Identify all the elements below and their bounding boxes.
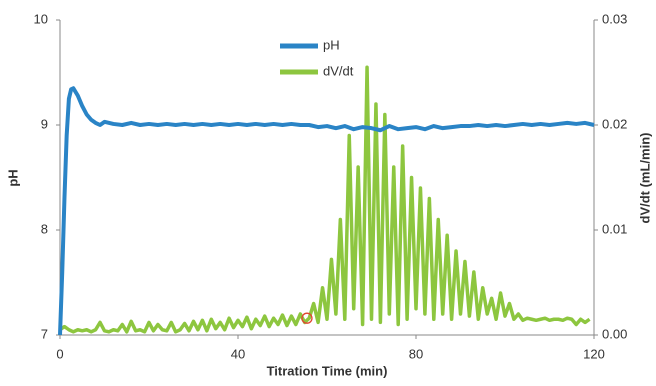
y2-tick-label: 0.00 [602, 326, 627, 341]
series-line [58, 86, 595, 336]
highlight-point [301, 312, 313, 324]
y-tick-label: 8 [41, 221, 48, 236]
x-axis-title: Titration Time (min) [267, 363, 388, 378]
y2-tick-label: 0.02 [602, 116, 627, 131]
series-line [58, 65, 591, 334]
x-tick-label: 0 [56, 346, 63, 361]
x-tick-label: 120 [583, 346, 605, 361]
legend-label: pH [323, 37, 340, 52]
y-tick-label: 7 [41, 326, 48, 341]
y2-tick-label: 0.01 [602, 221, 627, 236]
y2-tick-label: 0.03 [602, 11, 627, 26]
y-tick-label: 9 [41, 116, 48, 131]
x-tick-label: 40 [231, 346, 245, 361]
y-axis-title: pH [5, 169, 20, 186]
y-tick-label: 10 [34, 11, 48, 26]
y2-axis-title: dV/dt (mL/min) [637, 133, 652, 224]
x-tick-label: 80 [409, 346, 423, 361]
legend-label: dV/dt [323, 63, 354, 78]
